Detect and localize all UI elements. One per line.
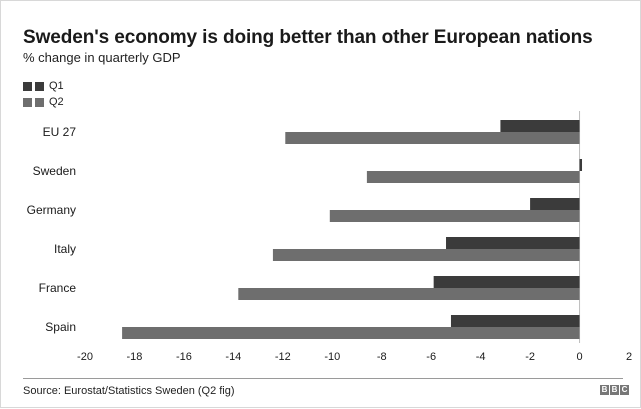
- footer-divider: [23, 378, 623, 379]
- chart-subtitle: % change in quarterly GDP: [23, 50, 181, 65]
- x-tick-label: -18: [127, 351, 143, 363]
- source-note: Source: Eurostat/Statistics Sweden (Q2 f…: [23, 385, 235, 397]
- bar-q2-france: [238, 288, 580, 300]
- x-tick-label: 2: [626, 351, 632, 363]
- category-label: Italy: [54, 242, 76, 256]
- logo-letter-1: B: [600, 385, 609, 395]
- category-label: France: [39, 281, 77, 295]
- x-tick-label: 0: [576, 351, 582, 363]
- bar-q2-germany: [329, 210, 580, 222]
- bar-q2-eu-27: [285, 132, 580, 144]
- bar-q1-germany: [530, 198, 580, 210]
- bar-q2-italy: [272, 249, 580, 261]
- bar-q1-france: [433, 276, 580, 288]
- logo-letter-2: B: [610, 385, 619, 395]
- bar-q1-italy: [446, 237, 580, 249]
- legend-swatch-q1-second: [35, 81, 44, 91]
- x-tick-label: -14: [225, 351, 241, 363]
- legend-item-q1: Q1: [23, 78, 64, 94]
- legend-label-q1: Q1: [49, 80, 64, 92]
- bar-q1-eu-27: [500, 120, 580, 132]
- x-tick-label: -6: [426, 351, 436, 363]
- x-tick-label: -8: [377, 351, 387, 363]
- bar-q1-spain: [450, 315, 580, 327]
- x-tick-label: -12: [275, 351, 291, 363]
- x-tick-label: -20: [77, 351, 93, 363]
- legend-swatch-q2: [23, 97, 32, 107]
- legend-swatch-q1: [23, 81, 32, 91]
- category-label: EU 27: [43, 125, 77, 139]
- x-tick-label: -4: [476, 351, 486, 363]
- category-label: Sweden: [33, 164, 76, 178]
- bar-q2-sweden: [366, 171, 580, 183]
- legend-swatch-q2-second: [35, 97, 44, 107]
- x-tick-label: -2: [525, 351, 535, 363]
- legend-item-q2: Q2: [23, 94, 64, 110]
- legend-label-q2: Q2: [49, 96, 64, 108]
- category-label: Germany: [27, 203, 76, 217]
- x-tick-label: -10: [324, 351, 340, 363]
- category-label: Spain: [45, 320, 76, 334]
- chart-title: Sweden's economy is doing better than ot…: [23, 27, 593, 48]
- bar-q1-sweden: [579, 159, 583, 171]
- legend: Q1 Q2: [23, 78, 64, 110]
- bbc-logo: B B C: [600, 385, 629, 395]
- bar-q2-spain: [122, 327, 580, 339]
- logo-letter-3: C: [620, 385, 629, 395]
- x-tick-label: -16: [176, 351, 192, 363]
